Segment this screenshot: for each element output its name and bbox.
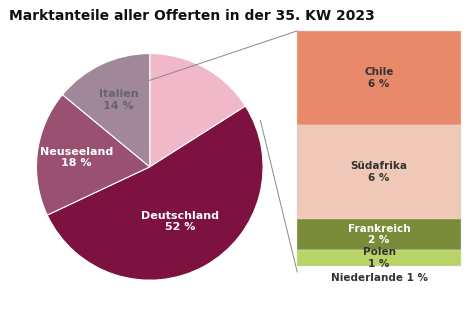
Wedge shape (62, 53, 150, 167)
Text: Marktanteile aller Offerten in der 35. KW 2023: Marktanteile aller Offerten in der 35. K… (9, 9, 375, 23)
Text: Italien
14 %: Italien 14 % (99, 89, 138, 111)
Text: Südafrika
6 %: Südafrika 6 % (351, 161, 408, 183)
Text: Niederlande 1 %: Niederlande 1 % (330, 273, 428, 283)
Text: Polen
1 %: Polen 1 % (363, 247, 395, 269)
Text: Frankreich
2 %: Frankreich 2 % (348, 224, 410, 245)
Wedge shape (37, 95, 150, 215)
Text: Neuseeland
18 %: Neuseeland 18 % (40, 147, 113, 168)
Text: Chile
6 %: Chile 6 % (365, 67, 394, 89)
Text: Deutschland
52 %: Deutschland 52 % (141, 211, 219, 232)
Wedge shape (47, 106, 263, 280)
Wedge shape (150, 53, 245, 167)
